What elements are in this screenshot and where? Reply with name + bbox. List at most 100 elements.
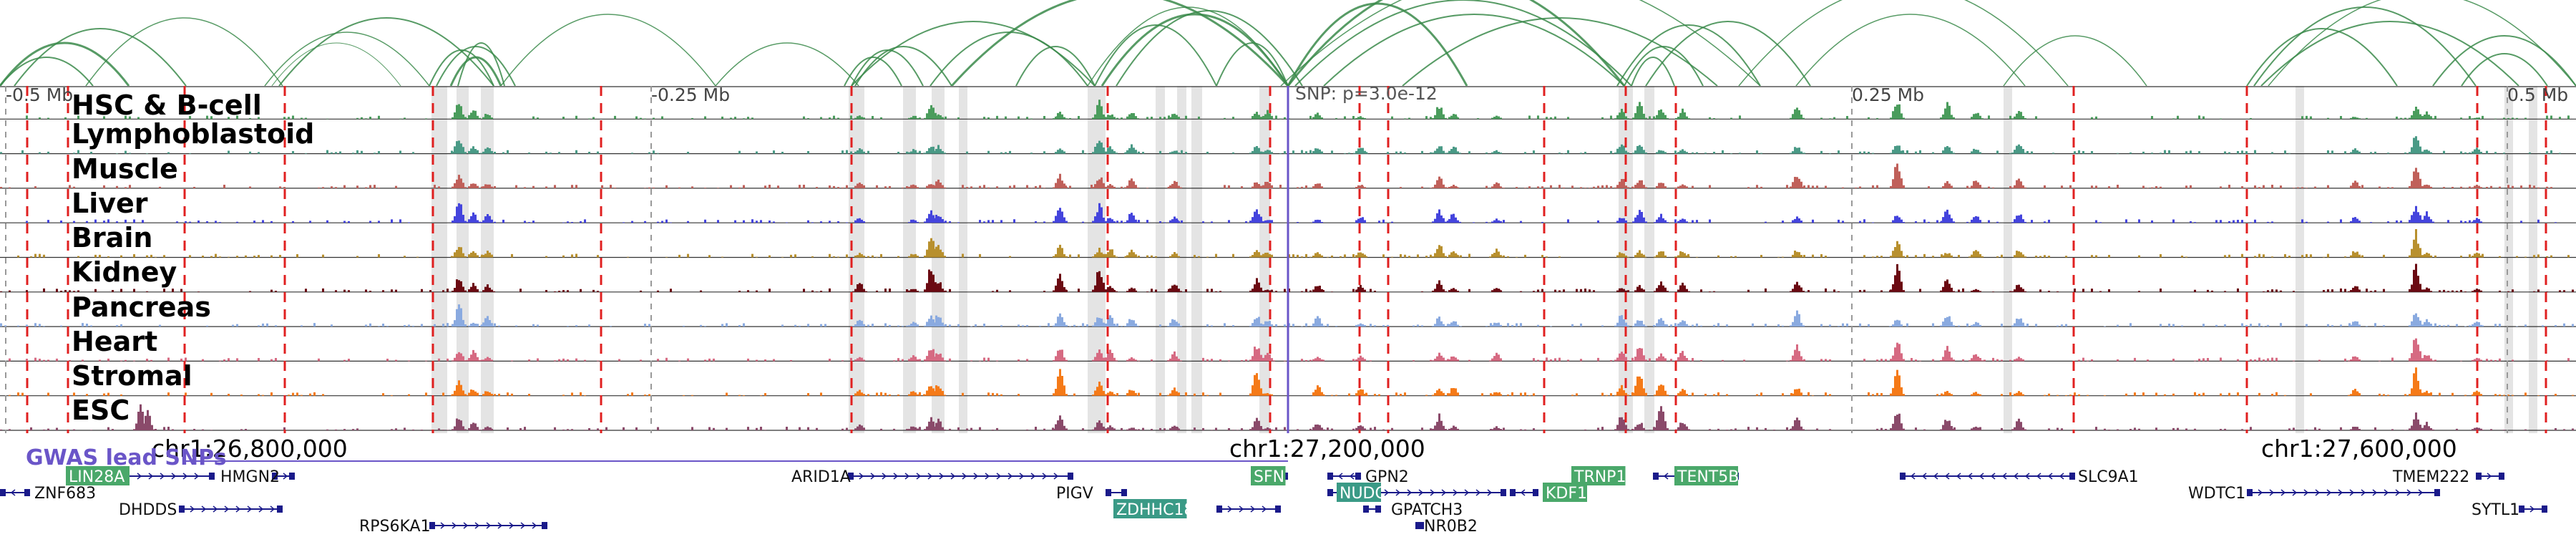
loop-arc bbox=[1631, 57, 1675, 86]
gene-highlight-box bbox=[1571, 466, 1626, 485]
loop-arc bbox=[85, 17, 283, 86]
loop-arc bbox=[429, 49, 494, 86]
gene-direction-chevron bbox=[2059, 473, 2064, 480]
gene-direction-chevron bbox=[1475, 489, 1481, 496]
highlight-band bbox=[2504, 86, 2513, 433]
track-signal-8 bbox=[9, 367, 2574, 396]
highlight-band bbox=[481, 86, 494, 433]
gene-direction-chevron bbox=[247, 505, 253, 513]
track-signal-2 bbox=[0, 163, 2552, 188]
loop-arc bbox=[1287, 2, 1468, 86]
gene-tent5b: TENT5B bbox=[1653, 466, 1739, 486]
gene-exon bbox=[1653, 473, 1659, 480]
gene-direction-chevron bbox=[2013, 473, 2019, 480]
highlight-band bbox=[1644, 86, 1654, 433]
gene-direction-chevron bbox=[463, 522, 469, 529]
gene-exon bbox=[1533, 489, 1538, 496]
gene-direction-chevron bbox=[194, 473, 200, 480]
gene-exon bbox=[1068, 473, 1073, 480]
gene-direction-chevron bbox=[1933, 473, 1938, 480]
gene-exon bbox=[2069, 473, 2075, 480]
loop-arc bbox=[457, 42, 505, 86]
gene-label: NR0B2 bbox=[1424, 518, 1478, 536]
gene-label: ZDHHC18 bbox=[1116, 501, 1194, 519]
gene-sytl1: SYTL1 bbox=[2472, 501, 2547, 519]
gene-label: RPS6KA1 bbox=[359, 518, 431, 536]
gene-exon bbox=[1106, 489, 1111, 496]
loop-arc bbox=[851, 49, 924, 86]
gene-label: WDTC1 bbox=[2188, 485, 2245, 503]
gene-label: LIN28A bbox=[69, 468, 125, 486]
gene-direction-chevron bbox=[148, 473, 154, 480]
track-label-brain: Brain bbox=[72, 222, 153, 253]
scale-label-mid-right: 0.25 Mb bbox=[1852, 84, 1925, 105]
loop-arc bbox=[1015, 46, 1096, 86]
gene-label: ARID1A bbox=[791, 468, 851, 486]
gene-wdtc1: WDTC1 bbox=[2188, 485, 2440, 503]
track-signal-4 bbox=[17, 229, 2570, 258]
gene-direction-chevron bbox=[1250, 505, 1256, 513]
gene-direction-chevron bbox=[1487, 489, 1493, 496]
loop-arc bbox=[1094, 24, 1217, 86]
gene-exon bbox=[1501, 489, 1506, 496]
gene-exon bbox=[1216, 505, 1222, 513]
coordinate-label-3: chr1:27,600,000 bbox=[2261, 435, 2457, 463]
loop-arc bbox=[1294, 0, 1632, 86]
gene-dhdds: DHDDS bbox=[119, 501, 283, 519]
scale-label-mid-left: -0.25 Mb bbox=[651, 84, 731, 105]
coordinate-label-2: chr1:27,200,000 bbox=[1229, 435, 1425, 463]
loop-arc bbox=[715, 42, 859, 86]
gene-direction-chevron bbox=[2258, 489, 2263, 496]
gene-direction-chevron bbox=[283, 473, 288, 480]
track-label-heart: Heart bbox=[72, 326, 158, 357]
gene-direction-chevron bbox=[190, 505, 195, 513]
track-label-kidney: Kidney bbox=[72, 256, 177, 288]
gene-direction-chevron bbox=[182, 473, 188, 480]
loop-arc bbox=[2246, 28, 2398, 86]
gene-direction-chevron bbox=[1262, 505, 1267, 513]
track-label-lymphoblastoid: Lymphoblastoid bbox=[72, 118, 315, 150]
loop-arc bbox=[278, 17, 494, 86]
gene-exon bbox=[2434, 489, 2440, 496]
gene-direction-chevron bbox=[2338, 489, 2343, 496]
track-signal-3 bbox=[26, 203, 2557, 223]
gene-direction-chevron bbox=[2372, 489, 2378, 496]
loop-arc bbox=[271, 42, 401, 86]
gene-direction-chevron bbox=[2024, 473, 2030, 480]
gene-direction-chevron bbox=[452, 522, 457, 529]
gene-direction-chevron bbox=[532, 522, 537, 529]
loop-arc bbox=[1645, 21, 1811, 86]
gene-label: HMGN2 bbox=[220, 468, 280, 486]
gene-direction-chevron bbox=[474, 522, 480, 529]
gene-label: NUDC bbox=[1340, 485, 1386, 503]
loop-arc bbox=[0, 42, 130, 86]
gene-direction-chevron bbox=[1453, 489, 1458, 496]
highlight-band bbox=[903, 86, 916, 433]
gene-direction-chevron bbox=[497, 522, 503, 529]
highlight-band bbox=[457, 86, 469, 433]
loop-arc bbox=[449, 56, 502, 86]
gene-direction-chevron bbox=[2292, 489, 2298, 496]
gene-direction-chevron bbox=[440, 522, 446, 529]
gene-arid1a: ARID1A bbox=[791, 468, 1073, 486]
track-label-muscle: Muscle bbox=[72, 153, 178, 185]
gene-direction-chevron bbox=[1418, 489, 1424, 496]
gene-direction-chevron bbox=[2315, 489, 2321, 496]
gene-direction-chevron bbox=[939, 473, 945, 480]
gene-highlight-box bbox=[1543, 483, 1587, 502]
gene-direction-chevron bbox=[2001, 473, 2007, 480]
gene-direction-chevron bbox=[1349, 473, 1355, 480]
highlight-band bbox=[959, 86, 967, 433]
gene-highlight-box bbox=[1113, 499, 1187, 518]
loop-arc bbox=[1101, 13, 1289, 86]
gene-direction-chevron bbox=[1337, 473, 1343, 480]
gene-direction-chevron bbox=[950, 473, 956, 480]
gene-exon bbox=[179, 505, 185, 513]
gene-exon bbox=[272, 473, 278, 480]
gene-direction-chevron bbox=[1921, 473, 1927, 480]
gene-direction-chevron bbox=[171, 473, 177, 480]
track-signal-1 bbox=[0, 136, 2561, 154]
gene-direction-chevron bbox=[2280, 489, 2286, 496]
gene-exon bbox=[289, 473, 295, 480]
loop-arc bbox=[844, 57, 902, 86]
